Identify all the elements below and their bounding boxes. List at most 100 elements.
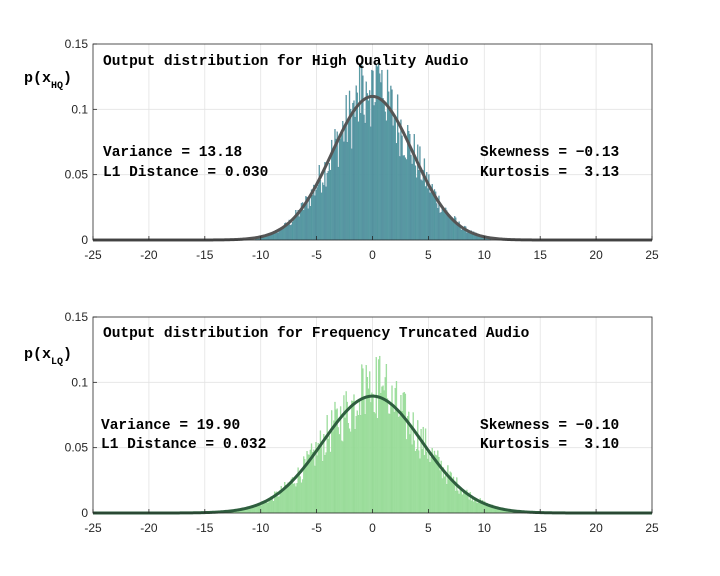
chart-title: Output distribution for Frequency Trunca… <box>103 326 530 342</box>
histogram-bar <box>437 207 439 241</box>
histogram-bar <box>399 156 401 241</box>
histogram-bar <box>342 120 344 241</box>
histogram-bar <box>381 70 383 241</box>
histogram-bar <box>339 138 342 241</box>
histogram-bar <box>442 208 445 241</box>
histogram-bar <box>277 496 279 514</box>
histogram-bar <box>376 418 379 514</box>
histogram-bar <box>294 483 296 514</box>
histogram-bar <box>366 93 369 241</box>
histogram-bar <box>254 506 257 514</box>
histogram-bar <box>423 455 426 514</box>
histogram-bar <box>314 465 316 514</box>
y-axis-label-main: p(x <box>24 70 51 87</box>
histogram-bar <box>424 428 427 514</box>
histogram-bar <box>336 131 338 241</box>
histogram-bar <box>457 224 459 241</box>
histogram-bar <box>373 412 375 514</box>
histogram-bar <box>374 413 376 514</box>
y-axis-label-subscript: LQ <box>51 357 63 368</box>
histogram-bar <box>298 216 300 241</box>
histogram-bar <box>289 225 291 241</box>
histogram-bar <box>404 393 407 514</box>
histogram-bar <box>419 458 421 514</box>
histogram-bar <box>323 185 325 241</box>
histogram-bar <box>339 406 342 514</box>
y-axis-label-main: p(x <box>24 346 51 363</box>
histogram-bar <box>399 415 401 514</box>
histogram-bar <box>294 217 296 241</box>
histogram-bar <box>358 65 361 241</box>
histogram-bar <box>316 455 318 514</box>
histogram-bar <box>310 189 313 241</box>
histogram-bar <box>385 120 388 241</box>
x-tick-label: -10 <box>252 248 270 262</box>
histogram-bar <box>462 492 465 514</box>
histogram-bar <box>468 499 470 514</box>
histogram-bar <box>470 500 473 514</box>
histogram-bar <box>401 411 403 514</box>
histogram-bar <box>447 465 449 514</box>
histogram-bar <box>345 95 347 241</box>
histogram-bar <box>377 60 380 241</box>
histogram-bar <box>299 476 301 514</box>
histogram-bar <box>404 157 407 241</box>
histogram-bar <box>316 187 318 241</box>
histogram-bar <box>372 394 374 514</box>
histogram-bar <box>432 191 434 241</box>
histogram-bar <box>346 142 348 241</box>
y-tick-label: 0.15 <box>65 310 89 324</box>
x-tick-label: 15 <box>534 248 548 262</box>
histogram-bar <box>341 132 343 241</box>
histogram-bar <box>253 507 256 514</box>
histogram-bar <box>442 467 445 514</box>
chart-title: Output distribution for High Quality Aud… <box>103 54 469 70</box>
x-tick-label: 25 <box>645 521 659 535</box>
histogram-bar <box>308 454 310 514</box>
y-axis-label: p(xHQ) <box>24 70 72 92</box>
histogram-bar <box>301 479 304 514</box>
l1-distance-label: L1 Distance = 0.030 <box>103 165 268 181</box>
histogram-bar <box>371 392 373 514</box>
histogram-bar <box>271 498 274 514</box>
histogram-bar <box>296 483 298 514</box>
histogram-bar <box>266 501 268 514</box>
histogram-bar <box>374 102 376 241</box>
x-tick-labels: -25 -20 -15 -10 -5 0 5 10 15 20 25 <box>84 509 659 535</box>
x-tick-label: 25 <box>645 248 659 262</box>
histogram-bar <box>337 427 339 514</box>
histogram-bar <box>443 211 446 241</box>
histogram-bar <box>312 195 314 241</box>
histogram-bar <box>360 415 362 514</box>
histogram-bar <box>369 371 371 514</box>
histogram-bar <box>440 212 442 241</box>
histogram-bar <box>272 233 275 241</box>
histogram-bar <box>363 397 365 514</box>
histogram-bar <box>358 398 361 514</box>
histogram-bar <box>281 491 284 514</box>
x-tick-label: -20 <box>140 521 158 535</box>
histogram-bar <box>394 117 396 241</box>
histogram-bar <box>383 100 385 241</box>
histogram-bar <box>326 415 328 514</box>
histogram-bar <box>437 450 439 514</box>
histogram-bar <box>353 100 355 241</box>
histogram-bar <box>414 165 417 241</box>
histogram-bar <box>430 457 432 514</box>
x-tick-label: 0 <box>369 521 376 535</box>
histogram-bar <box>344 417 346 514</box>
histogram-bar <box>298 473 300 514</box>
histogram-bar <box>421 449 423 514</box>
histogram-bar <box>386 398 389 514</box>
histogram-bar <box>305 463 307 514</box>
histogram-bar <box>290 224 293 241</box>
histogram-bar <box>292 220 295 241</box>
histogram-bar <box>392 125 394 241</box>
histogram-bar <box>361 64 363 241</box>
histogram-bar <box>303 210 305 241</box>
histogram-bar <box>395 381 398 514</box>
histogram-bar <box>322 461 324 514</box>
histogram-bar <box>411 163 413 241</box>
histogram-bar <box>299 212 301 241</box>
histogram-bar <box>329 451 332 514</box>
